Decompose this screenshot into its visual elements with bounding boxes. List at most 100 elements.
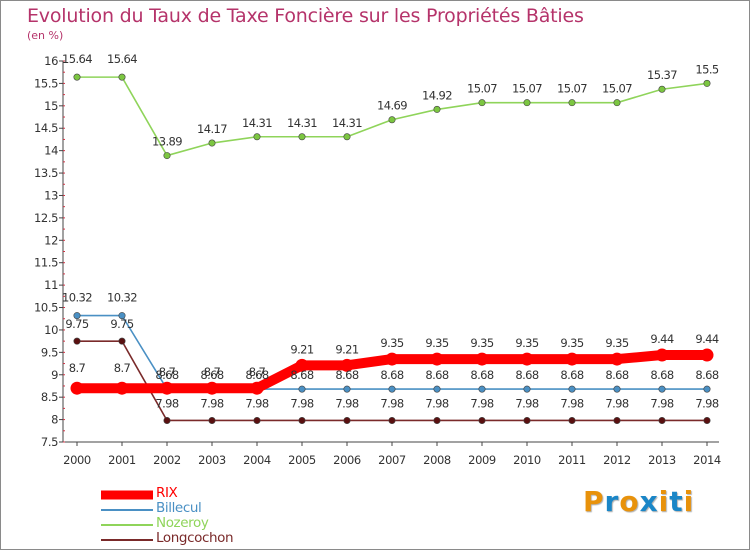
data-label: 15.64	[107, 52, 137, 66]
data-point	[250, 381, 264, 395]
data-point	[700, 348, 714, 362]
data-point	[520, 352, 534, 366]
data-point	[433, 105, 441, 113]
data-label: 7.98	[290, 396, 313, 410]
data-point	[703, 79, 711, 87]
data-label: 7.98	[335, 396, 358, 410]
data-label: 8.68	[290, 368, 313, 382]
data-label: 8.68	[380, 368, 403, 382]
y-tick-label: 11	[44, 278, 58, 292]
data-label: 9.44	[695, 332, 718, 346]
data-label: 8.68	[605, 368, 628, 382]
data-label: 7.98	[425, 396, 448, 410]
data-label: 7.98	[560, 396, 583, 410]
data-point	[253, 133, 261, 141]
x-tick-label: 2000	[63, 453, 91, 467]
data-point	[565, 352, 579, 366]
data-label: 8.7	[69, 361, 86, 375]
legend-label: Billecul	[156, 500, 202, 516]
data-point	[388, 416, 396, 424]
data-point	[523, 416, 531, 424]
brand-letter: r	[604, 485, 620, 518]
data-point	[523, 385, 531, 393]
data-label: 8.68	[650, 368, 673, 382]
legend-swatch	[101, 538, 153, 541]
data-label: 8.7	[204, 365, 221, 379]
x-tick-label: 2011	[558, 453, 586, 467]
x-tick-label: 2009	[468, 453, 496, 467]
data-point	[340, 358, 354, 372]
data-point	[613, 416, 621, 424]
data-label: 8.68	[155, 368, 178, 382]
data-label: 15.07	[512, 82, 542, 96]
data-point	[70, 381, 84, 395]
y-tick-label: 10	[44, 323, 58, 337]
data-point	[205, 381, 219, 395]
brand-logo: Proxiti	[583, 485, 694, 518]
data-point	[658, 416, 666, 424]
data-label: 14.92	[422, 88, 452, 102]
y-tick-label: 12.5	[34, 211, 58, 225]
y-tick-label: 14	[44, 144, 58, 158]
data-point	[523, 99, 531, 107]
data-point	[613, 99, 621, 107]
data-label: 9.44	[650, 332, 673, 346]
y-tick-label: 9.5	[41, 345, 58, 359]
data-label: 15.07	[602, 82, 632, 96]
legend-swatch	[101, 490, 153, 499]
data-label: 9.35	[380, 336, 403, 350]
data-label: 7.98	[515, 396, 538, 410]
brand-letter: x	[639, 485, 659, 518]
data-point	[388, 385, 396, 393]
data-label: 15.07	[467, 82, 497, 96]
brand-letter: t	[669, 485, 684, 518]
data-point	[118, 312, 126, 320]
data-point	[343, 416, 351, 424]
legend-swatch	[101, 523, 153, 526]
y-tick-label: 13.5	[34, 166, 58, 180]
data-point	[163, 152, 171, 160]
brand-letter: i	[683, 485, 695, 518]
data-label: 8.68	[560, 368, 583, 382]
x-tick-label: 2002	[153, 453, 181, 467]
y-tick-label: 14.5	[34, 121, 58, 135]
data-label: 13.89	[152, 135, 182, 149]
data-label: 14.31	[242, 116, 272, 130]
data-label: 8.7	[249, 365, 266, 379]
data-point	[658, 385, 666, 393]
data-point	[343, 133, 351, 141]
data-label: 9.35	[470, 336, 493, 350]
data-point	[73, 337, 81, 345]
data-point	[385, 352, 399, 366]
data-label: 15.5	[695, 62, 718, 76]
data-label: 8.68	[245, 368, 268, 382]
data-label: 10.32	[107, 291, 137, 305]
y-tick-label: 9	[51, 368, 58, 382]
data-label: 7.98	[245, 396, 268, 410]
data-label: 10.32	[62, 291, 92, 305]
data-label: 7.98	[380, 396, 403, 410]
data-label: 14.31	[332, 116, 362, 130]
brand-letter: o	[619, 485, 640, 518]
x-tick-label: 2010	[513, 453, 541, 467]
data-point	[433, 416, 441, 424]
x-tick-label: 2006	[333, 453, 361, 467]
data-point	[73, 312, 81, 320]
data-point	[118, 73, 126, 81]
data-label: 8.68	[425, 368, 448, 382]
data-label: 7.98	[605, 396, 628, 410]
data-point	[73, 73, 81, 81]
data-point	[163, 416, 171, 424]
y-tick-label: 7.5	[41, 435, 58, 449]
data-point	[253, 416, 261, 424]
data-label: 15.37	[647, 68, 677, 82]
legend-swatch	[101, 508, 153, 511]
data-point	[703, 416, 711, 424]
data-point	[298, 133, 306, 141]
data-point	[118, 337, 126, 345]
data-label: 7.98	[155, 396, 178, 410]
data-label: 8.7	[114, 361, 131, 375]
data-point	[295, 358, 309, 372]
data-label: 9.35	[560, 336, 583, 350]
